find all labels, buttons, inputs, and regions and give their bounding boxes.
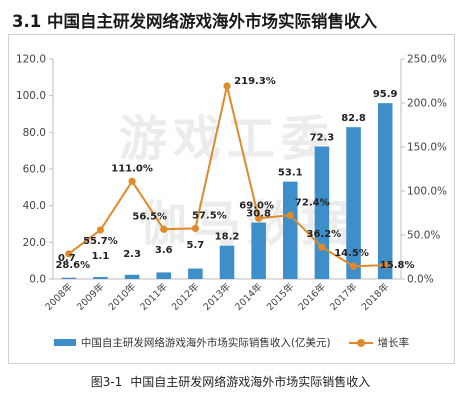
growth-point	[223, 82, 231, 90]
bar-revenue	[314, 146, 330, 279]
section-title: 3.1 中国自主研发网络游戏海外市场实际销售收入	[12, 12, 377, 31]
growth-point	[286, 211, 294, 219]
growth-point	[160, 225, 168, 233]
growth-value-label: 28.6%	[55, 260, 90, 271]
right-tick-label: 50.0%	[407, 230, 440, 242]
bar-value-label: 82.8	[341, 113, 366, 124]
x-category-label: 2012年	[169, 280, 202, 313]
growth-value-label: 219.3%	[234, 76, 276, 87]
right-tick-label: 100.0%	[407, 186, 447, 198]
x-category-label: 2013年	[201, 280, 234, 313]
growth-value-label: 15.8%	[380, 260, 415, 271]
x-category-label: 2015年	[264, 280, 297, 313]
bar-revenue	[346, 127, 361, 279]
bar-revenue	[282, 181, 298, 279]
growth-value-label: 69.0%	[239, 200, 274, 211]
figure-caption-text: 中国自主研发网络游戏海外市场实际销售收入	[130, 375, 371, 389]
chart-container: 游戏工委伽马数据 0.0 20.0 40.0 60.0 80.0 100.0 120.0 0.0…	[8, 34, 455, 364]
bar-revenue	[124, 274, 140, 279]
growth-value-label: 36.2%	[307, 229, 342, 240]
growth-point	[318, 243, 326, 251]
growth-value-label: 72.4%	[295, 197, 330, 208]
growth-value-label: 111.0%	[111, 163, 153, 174]
bar-value-label: 0.7	[58, 253, 76, 264]
x-category-label: 2009年	[74, 280, 107, 313]
bar-value-label: 1.1	[92, 251, 110, 262]
watermark-line-1: 游戏工委	[119, 111, 335, 167]
x-category-label: 2014年	[232, 280, 265, 313]
legend-item-growth: 增长率	[348, 335, 410, 350]
growth-value-label: 56.5%	[132, 211, 167, 222]
bar-value-label: 2.3	[123, 249, 141, 260]
left-tick-label: 80.0	[23, 127, 46, 139]
bar-revenue	[61, 277, 77, 279]
x-category-label: 2011年	[138, 280, 171, 313]
bar-value-label: 3.6	[155, 245, 173, 256]
x-category-label: 2008年	[43, 280, 76, 313]
legend-swatch-bar	[53, 339, 76, 346]
growth-point	[128, 177, 136, 185]
left-tick-label: 60.0	[23, 164, 46, 176]
chart-legend: 中国自主研发网络游戏海外市场实际销售收入(亿美元) 增长率	[9, 335, 454, 350]
bar-value-label: 53.1	[278, 168, 303, 179]
growth-point	[349, 262, 358, 270]
legend-label-revenue: 中国自主研发网络游戏海外市场实际销售收入(亿美元)	[80, 337, 331, 349]
bar-revenue	[251, 222, 266, 279]
legend-label-growth: 增长率	[377, 337, 410, 349]
growth-value-label: 55.7%	[83, 236, 118, 247]
x-category-label: 2016年	[296, 280, 329, 313]
bar-revenue	[377, 103, 393, 279]
left-tick-label: 100.0	[16, 90, 46, 102]
legend-item-revenue: 中国自主研发网络游戏海外市场实际销售收入(亿美元)	[53, 335, 331, 350]
growth-point	[96, 226, 105, 234]
growth-point	[255, 214, 263, 222]
bar-revenue	[156, 272, 172, 279]
growth-point	[381, 261, 389, 269]
figure-caption: 图3-1 中国自主研发网络游戏海外市场实际销售收入	[0, 373, 461, 390]
bar-revenue	[93, 276, 108, 279]
left-tick-label: 120.0	[16, 54, 46, 66]
watermark-line-2: 伽马数据	[139, 196, 355, 252]
growth-value-label: 14.5%	[334, 248, 369, 259]
bar-value-label: 72.3	[310, 132, 335, 143]
right-tick-label: 150.0%	[407, 142, 447, 154]
right-tick-label: 200.0%	[407, 98, 447, 110]
growth-point	[191, 224, 199, 232]
bar-value-label: 95.9	[373, 89, 398, 100]
right-tick-label: 250.0%	[407, 54, 447, 66]
left-tick-label: 20.0	[23, 237, 46, 249]
left-tick-label: 40.0	[23, 200, 46, 212]
right-tick-label: 0.0%	[407, 274, 434, 286]
growth-value-label: 57.5%	[192, 210, 227, 221]
bar-value-label: 30.8	[246, 209, 271, 220]
legend-swatch-line	[348, 338, 373, 348]
bar-revenue	[188, 268, 203, 279]
growth-point	[65, 250, 73, 258]
bar-value-label: 5.7	[187, 240, 205, 251]
left-tick-label: 0.0	[29, 274, 46, 286]
x-category-label: 2010年	[106, 280, 139, 313]
x-category-label: 2018年	[359, 280, 392, 313]
bar-value-label: 18.2	[215, 232, 240, 243]
bar-revenue	[219, 245, 235, 279]
x-category-label: 2017年	[327, 280, 360, 313]
figure-number: 图3-1	[90, 375, 123, 389]
